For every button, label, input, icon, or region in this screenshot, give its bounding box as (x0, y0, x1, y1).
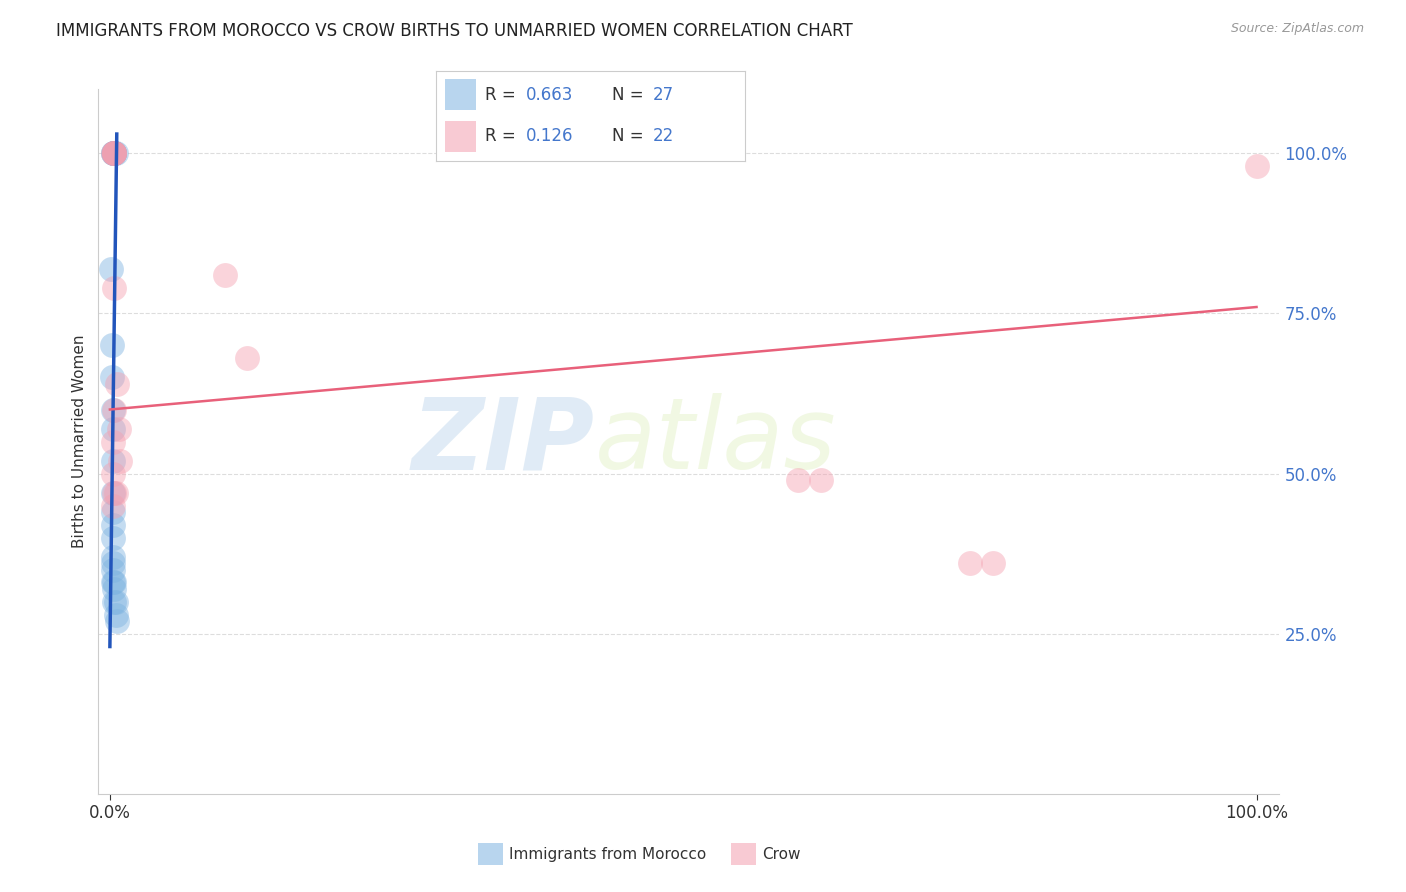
Text: 0.663: 0.663 (526, 86, 572, 103)
Point (103, 146, 125, 161)
Text: N =: N = (612, 128, 650, 145)
Point (103, 454, 125, 468)
Point (104, 607, 127, 622)
Point (103, 281, 125, 295)
Point (105, 376, 128, 391)
Point (103, 575, 125, 590)
Point (214, 268, 236, 282)
Point (103, 146, 125, 161)
Point (959, 556, 981, 570)
Point (103, 146, 125, 161)
Text: IMMIGRANTS FROM MOROCCO VS CROW BIRTHS TO UNMARRIED WOMEN CORRELATION CHART: IMMIGRANTS FROM MOROCCO VS CROW BIRTHS T… (56, 22, 853, 40)
Point (103, 505, 125, 519)
Point (103, 146, 125, 161)
Point (101, 338, 124, 352)
Point (103, 467, 125, 481)
Point (103, 402, 125, 417)
Point (103, 549, 125, 564)
Point (103, 575, 125, 590)
Bar (446, 79, 477, 110)
Point (105, 614, 128, 628)
Point (103, 402, 125, 417)
Point (108, 454, 131, 468)
Point (103, 146, 125, 161)
Point (103, 582, 125, 596)
Point (103, 146, 125, 161)
Text: 22: 22 (652, 128, 673, 145)
Point (103, 146, 125, 161)
Bar (446, 121, 477, 152)
Y-axis label: Births to Unmarried Women: Births to Unmarried Women (72, 334, 87, 549)
Point (981, 556, 1004, 570)
Point (103, 595, 125, 609)
Text: Crow: Crow (762, 847, 800, 862)
Point (104, 485, 127, 500)
Text: R =: R = (485, 86, 522, 103)
Text: ZIP: ZIP (412, 393, 595, 490)
Point (103, 434, 125, 449)
Text: atlas: atlas (595, 393, 837, 490)
Point (103, 146, 125, 161)
Point (1246, 159, 1268, 173)
Point (103, 531, 125, 545)
Point (103, 146, 125, 161)
Point (103, 485, 125, 500)
Point (104, 146, 127, 161)
Point (100, 261, 122, 276)
Point (108, 422, 131, 436)
Point (103, 556, 125, 570)
Text: Source: ZipAtlas.com: Source: ZipAtlas.com (1230, 22, 1364, 36)
Point (810, 473, 832, 487)
Point (103, 485, 125, 500)
Point (103, 563, 125, 577)
Text: 27: 27 (652, 86, 673, 103)
Text: Immigrants from Morocco: Immigrants from Morocco (509, 847, 706, 862)
Text: R =: R = (485, 128, 522, 145)
Point (103, 422, 125, 436)
Text: N =: N = (612, 86, 650, 103)
Point (103, 517, 125, 532)
Point (103, 146, 125, 161)
Point (103, 146, 125, 161)
Point (236, 351, 259, 366)
Point (786, 473, 808, 487)
Point (103, 499, 125, 513)
Point (104, 595, 127, 609)
Text: 0.126: 0.126 (526, 128, 574, 145)
Point (101, 370, 124, 384)
